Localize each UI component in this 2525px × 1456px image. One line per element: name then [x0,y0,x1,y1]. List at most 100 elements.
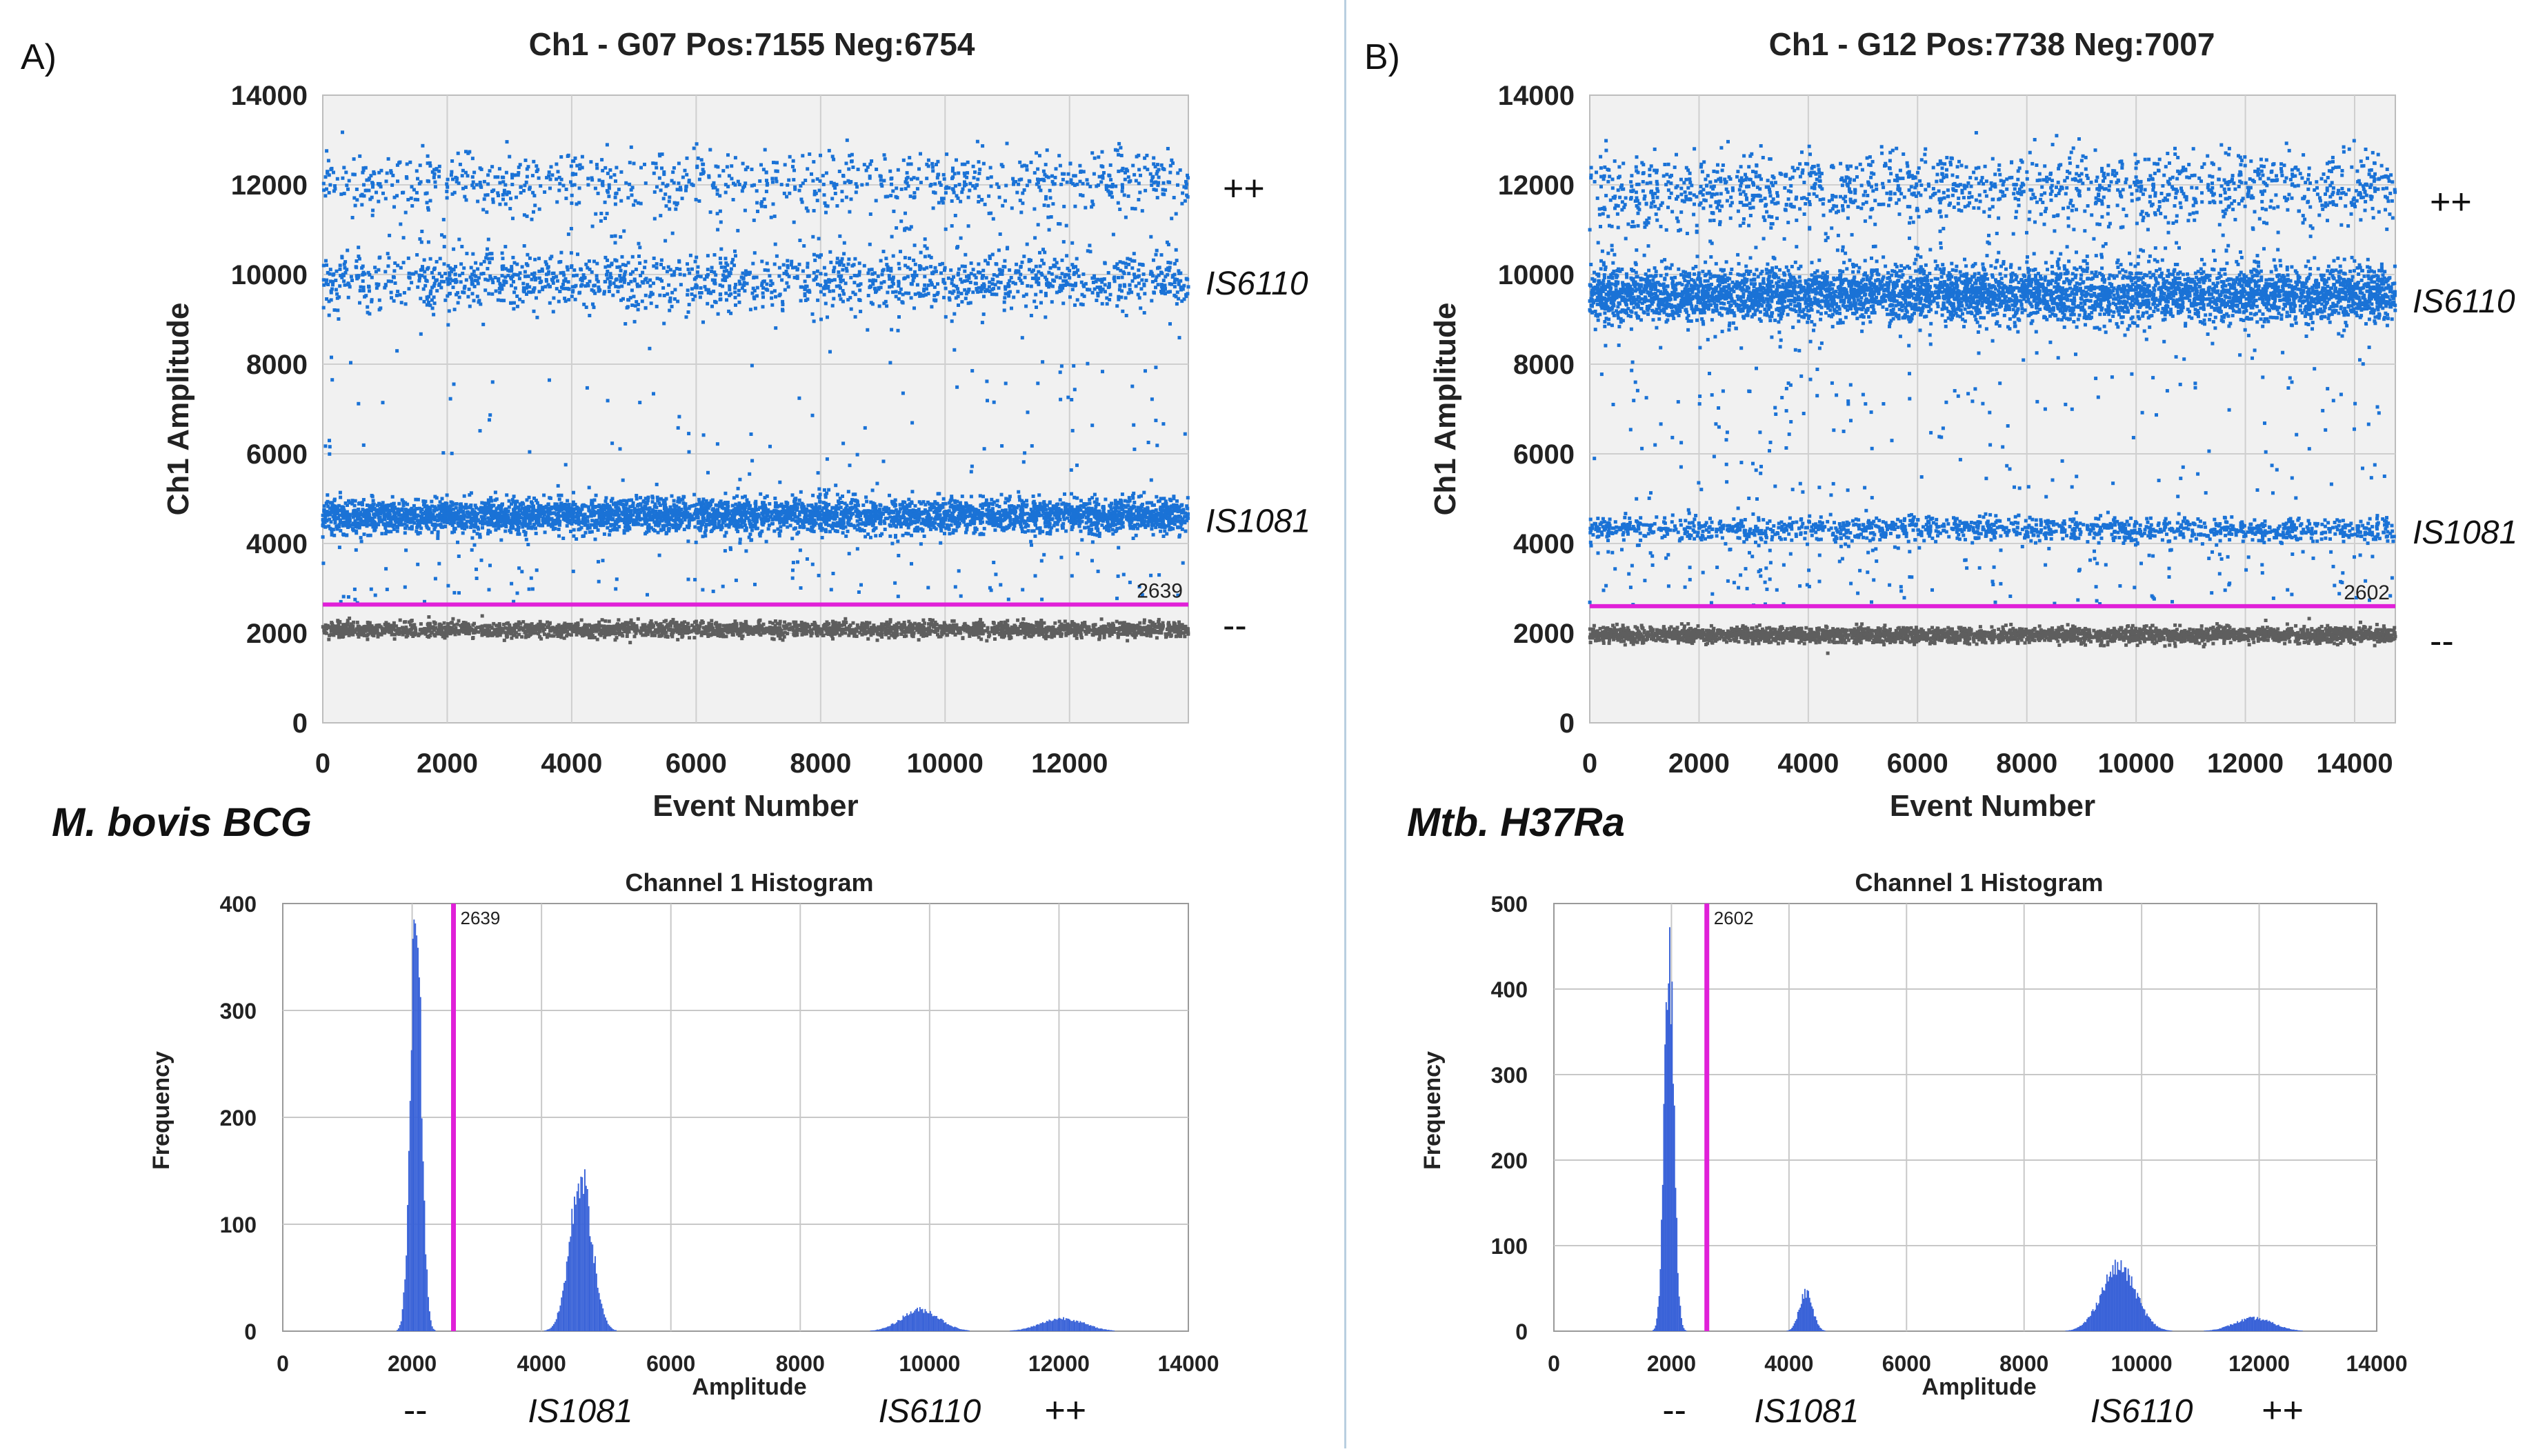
droplet-point [459,504,463,508]
droplet-point [1051,278,1055,282]
droplet-point [631,501,635,505]
droplet-point [803,279,807,283]
droplet-point [931,206,935,210]
droplet-point [710,278,715,282]
droplet-point [844,525,848,529]
droplet-point [1025,168,1029,172]
droplet-point [1157,273,1161,277]
droplet-point [781,303,785,306]
droplet-point [1113,148,1117,152]
droplet-point [630,255,635,259]
droplet-point [595,166,599,170]
droplet-point [838,517,842,521]
droplet-point [1150,503,1155,507]
droplet-point [1100,150,1104,154]
droplet-point [1130,519,1134,523]
droplet-point [510,502,513,506]
droplet-point [1117,288,1121,292]
droplet-point [944,286,948,290]
droplet-point [1046,281,1050,285]
droplet-point [1178,168,1182,172]
droplet-point [726,185,730,189]
droplet-point [590,176,594,180]
droplet-point [565,523,569,528]
droplet-point [401,261,406,265]
droplet-point [707,523,711,527]
droplet-point [386,508,390,512]
droplet-point [818,492,822,497]
droplet-point [728,284,732,288]
droplet-point [882,179,886,183]
droplet-point [933,182,937,186]
droplet-point [699,291,703,295]
droplet-point [1037,270,1041,274]
droplet-point [1028,179,1032,183]
droplet-point [877,508,881,512]
droplet-point [960,300,964,304]
droplet-point [416,531,420,535]
droplet-point [776,527,780,531]
droplet-point [532,210,535,214]
droplet-point [866,271,870,275]
droplet-point [501,283,506,287]
droplet-point [615,259,619,263]
droplet-point [330,532,334,537]
droplet-point [507,505,511,509]
droplet-point [1009,522,1013,526]
droplet-point [913,292,917,297]
droplet-point [1044,163,1048,167]
droplet-point [435,167,439,171]
droplet-point [619,268,623,272]
droplet-point [770,281,775,286]
droplet-point [850,263,855,268]
droplet-point [383,283,388,288]
droplet-point [588,314,592,317]
droplet-point [410,506,414,510]
droplet-point [570,290,575,294]
droplet-point [597,178,601,182]
droplet-point [1110,183,1115,186]
droplet-point [525,286,528,290]
droplet-point [1001,526,1006,530]
droplet-point [632,295,636,299]
droplet-point [517,277,521,281]
droplet-point [613,234,617,238]
droplet-point [812,190,817,193]
droplet-point [919,181,923,185]
droplet-point [335,524,339,528]
droplet-point [1146,168,1150,172]
droplet-point [801,269,805,273]
droplet-point [368,289,371,293]
droplet-point [638,284,642,288]
droplet-point [835,504,839,508]
droplet-point [563,299,568,303]
droplet-point [428,257,432,261]
droplet-point [441,508,445,512]
droplet-point [870,517,874,521]
droplet-point [817,188,821,192]
droplet-point [858,288,862,292]
droplet-point [592,523,597,527]
droplet-point [1019,272,1023,277]
droplet-point [377,282,381,286]
droplet-point [1122,510,1126,514]
droplet-point [1012,180,1016,184]
droplet-point [950,495,954,499]
droplet-point [613,511,617,515]
droplet-point [947,186,951,190]
droplet-point [419,526,423,530]
droplet-point [1107,281,1111,286]
droplet-point [850,152,854,157]
droplet-point [1175,290,1179,295]
droplet-point [1018,498,1022,502]
droplet-point [448,292,452,295]
droplet-point [340,275,344,279]
droplet-point [486,498,490,502]
droplet-point [544,262,548,266]
droplet-point [984,289,988,293]
droplet-point [440,275,443,279]
droplet-point [956,295,960,299]
droplet-point [1126,194,1130,198]
droplet-point [1148,172,1152,176]
droplet-point [1039,506,1043,510]
